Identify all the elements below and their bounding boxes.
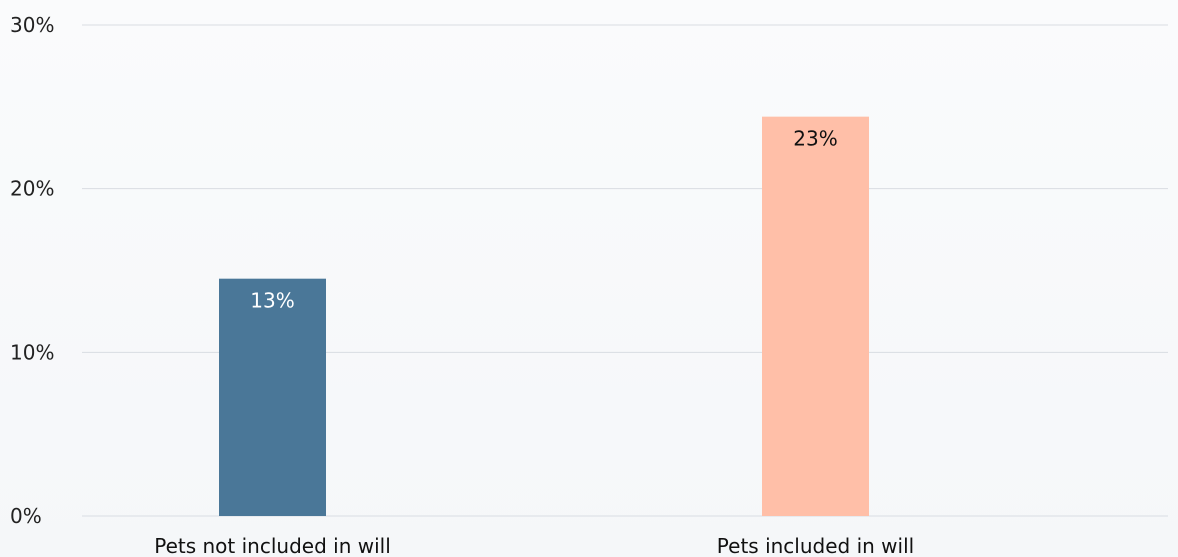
y-axis-ticks: 0% 10% 20% 30% bbox=[10, 13, 54, 528]
data-labels: 13% 23% bbox=[250, 127, 837, 313]
y-tick-label: 20% bbox=[10, 177, 54, 201]
y-tick-label: 30% bbox=[10, 13, 54, 37]
x-tick-label: Pets not included in will bbox=[154, 534, 391, 557]
y-tick-label: 10% bbox=[10, 340, 54, 364]
bar-value-label: 13% bbox=[250, 289, 294, 313]
bars bbox=[219, 116, 869, 517]
bar-1 bbox=[219, 278, 326, 516]
x-axis-ticks: Pets not included in will Pets included i… bbox=[154, 534, 914, 557]
bar-value-label: 23% bbox=[793, 127, 837, 151]
y-tick-label: 0% bbox=[10, 504, 42, 528]
bar-2 bbox=[762, 116, 869, 517]
x-tick-label: Pets included in will bbox=[717, 534, 914, 557]
